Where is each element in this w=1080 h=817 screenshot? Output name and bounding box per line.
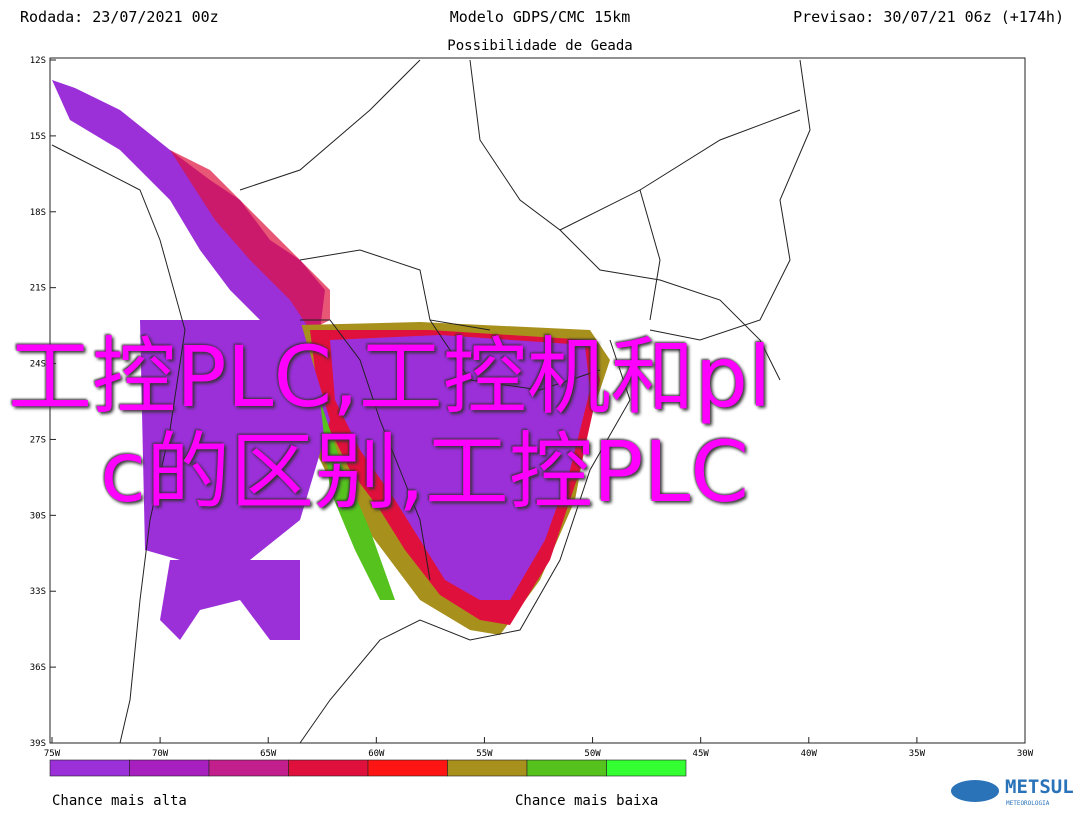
borders	[51, 59, 811, 744]
lon-label: 55W	[476, 749, 493, 759]
logo-icon	[951, 780, 999, 802]
lon-label: 45W	[693, 749, 710, 759]
lat-label: 18S	[30, 208, 46, 218]
legend-high: Chance mais alta	[52, 793, 187, 809]
lat-label: 36S	[30, 663, 46, 673]
legend-swatch	[526, 759, 607, 777]
subtitle: Possibilidade de Geada	[447, 38, 632, 54]
lon-label: 30W	[1017, 749, 1034, 759]
lat-label: 15S	[30, 132, 46, 142]
legend-swatch	[208, 759, 289, 777]
legend-swatch	[49, 759, 130, 777]
lon-label: 50W	[584, 749, 601, 759]
legend-bar	[49, 759, 687, 777]
map-frame	[49, 57, 1026, 744]
overlay-line-2: c的区别,工控PLC	[100, 423, 749, 521]
lon-label: 60W	[368, 749, 385, 759]
forecast-label: Previsao: 30/07/21 06z (+174h)	[793, 8, 1064, 26]
lat-label: 39S	[30, 739, 46, 749]
legend-swatch	[606, 759, 687, 777]
lon-label: 40W	[801, 749, 818, 759]
frost-areas	[52, 80, 610, 640]
lat-label: 21S	[30, 284, 46, 294]
lat-label: 30S	[30, 511, 46, 521]
lat-label: 24S	[30, 360, 46, 370]
model-label: Modelo GDPS/CMC 15km	[450, 8, 631, 26]
lat-label: 27S	[30, 435, 46, 445]
logo-tagline: METEOROLOGIA	[1006, 800, 1050, 807]
legend-low: Chance mais baixa	[515, 793, 658, 809]
legend-swatch	[288, 759, 369, 777]
legend-swatch	[129, 759, 210, 777]
lon-label: 75W	[44, 749, 61, 759]
lon-label: 70W	[152, 749, 169, 759]
logo-name: METSUL	[1005, 776, 1074, 798]
lat-label: 12S	[30, 56, 46, 66]
legend-swatch	[367, 759, 448, 777]
lat-label: 33S	[30, 587, 46, 597]
lon-axis: 75W 70W 65W 60W 55W 50W 45W 40W 35W 30W	[44, 737, 1034, 759]
lon-label: 35W	[909, 749, 926, 759]
run-label: Rodada: 23/07/2021 00z	[20, 8, 219, 26]
overlay-line-1: 工控PLC,工控机和pl	[8, 328, 772, 426]
lon-label: 65W	[260, 749, 277, 759]
legend-swatch	[447, 759, 528, 777]
lat-axis: 12S 15S 18S 21S 24S 27S 30S 33S 36S 39S	[30, 56, 56, 749]
